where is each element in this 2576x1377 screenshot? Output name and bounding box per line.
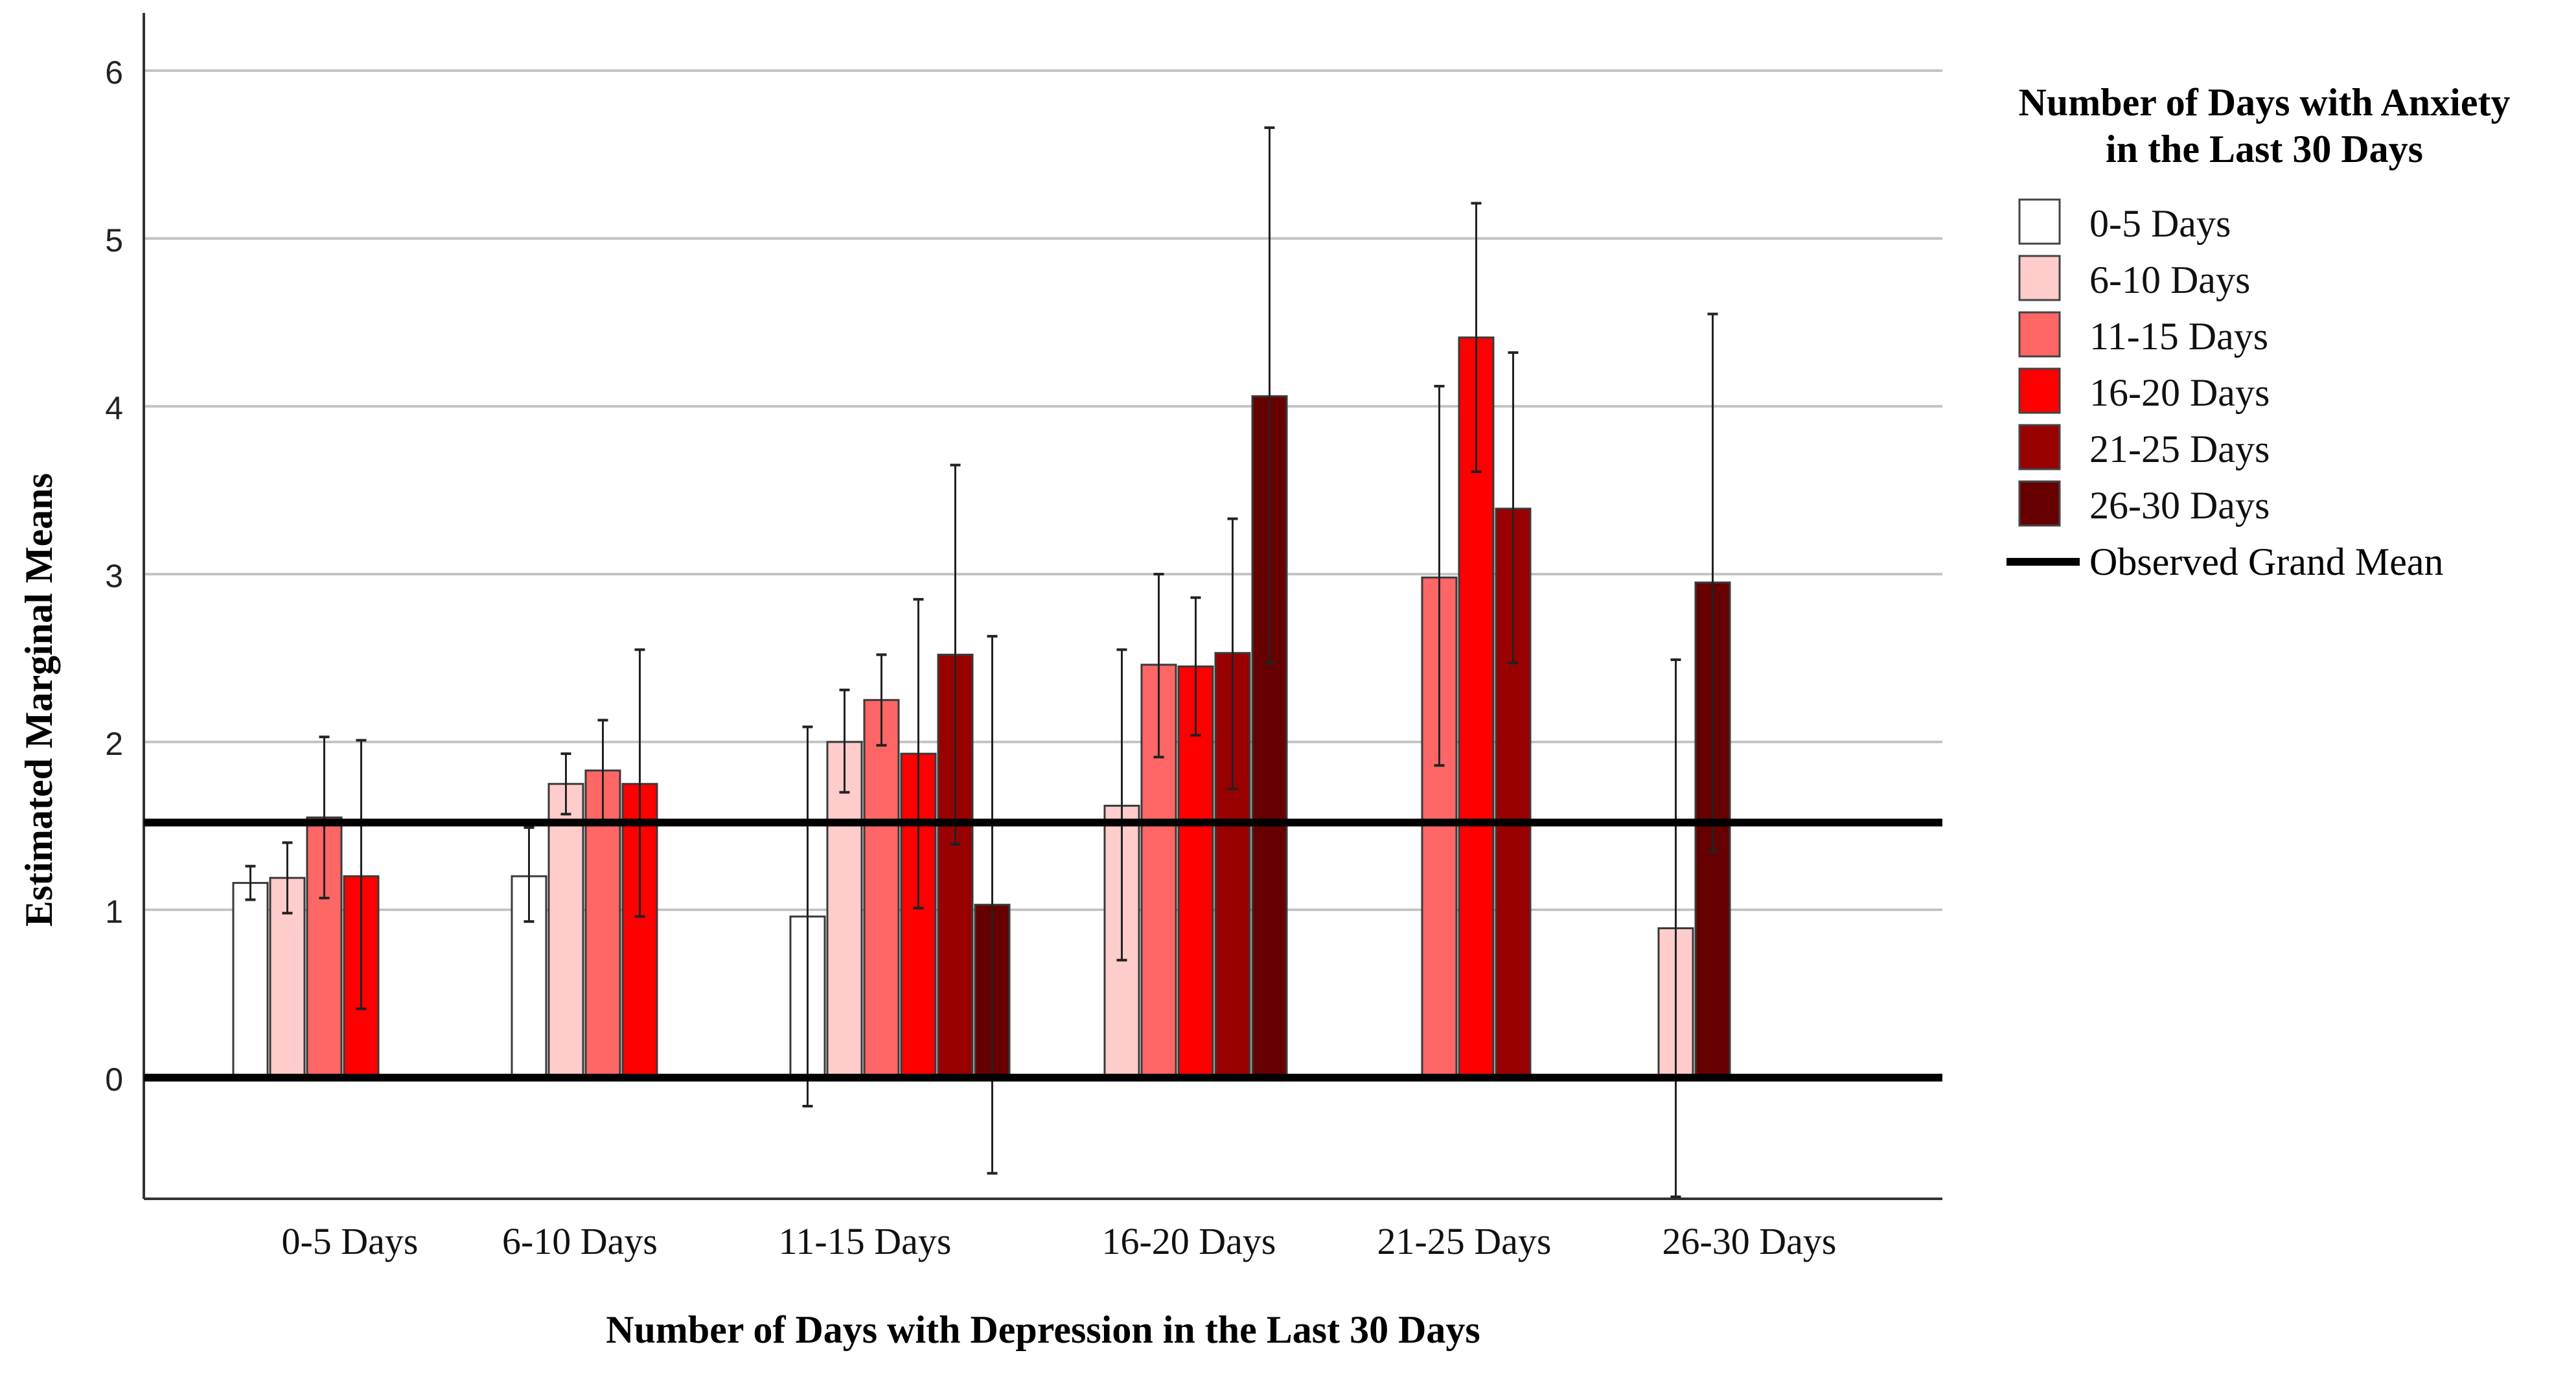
x-tick-label: 0-5 Days xyxy=(281,1220,418,1262)
legend-swatch xyxy=(2018,255,2061,301)
y-tick-label: 4 xyxy=(105,390,123,426)
legend: Number of Days with Anxiety in the Last … xyxy=(2007,81,2510,583)
legend-swatch xyxy=(2018,367,2061,414)
legend-swatch xyxy=(2018,480,2061,527)
y-tick-label: 2 xyxy=(105,726,123,762)
y-tick-label: 1 xyxy=(105,894,123,930)
x-axis-title: Number of Days with Depression in the La… xyxy=(606,1308,1480,1351)
legend-label: 6-10 Days xyxy=(2089,259,2250,301)
y-axis-title: Estimated Marginal Means xyxy=(17,473,60,927)
legend-label: 11-15 Days xyxy=(2089,315,2268,358)
legend-label: 21-25 Days xyxy=(2089,428,2270,470)
legend-label: 0-5 Days xyxy=(2089,202,2231,245)
legend-swatch xyxy=(2018,424,2061,470)
bar xyxy=(826,741,863,1079)
x-tick-labels: 0-5 Days 6-10 Days 11-15 Days 16-20 Days 21-… xyxy=(281,1220,1836,1262)
x-tick-label: 26-30 Days xyxy=(1662,1220,1836,1262)
x-tick-label: 21-25 Days xyxy=(1377,1220,1551,1262)
legend-label: 16-20 Days xyxy=(2089,371,2270,414)
bar xyxy=(547,783,584,1079)
y-tick-label: 6 xyxy=(105,54,123,91)
legend-label: 26-30 Days xyxy=(2089,484,2270,527)
gridlines xyxy=(144,69,1942,911)
legend-swatch xyxy=(2018,198,2061,245)
reference-lines xyxy=(144,818,1942,1082)
legend-items: 0-5 Days 6-10 Days 11-15 Days 16-20 Days 21-… xyxy=(2018,198,2270,527)
bar xyxy=(232,882,269,1079)
legend-swatch xyxy=(2018,311,2061,358)
legend-title-line-1: Number of Days with Anxiety xyxy=(2019,81,2511,124)
legend-grand-mean-label: Observed Grand Mean xyxy=(2089,540,2443,583)
axes xyxy=(143,13,1942,1200)
bars xyxy=(232,336,1731,1079)
bar xyxy=(863,699,900,1079)
x-tick-label: 11-15 Days xyxy=(779,1220,952,1262)
x-tick-label: 6-10 Days xyxy=(502,1220,658,1262)
y-tick-label: 5 xyxy=(105,222,123,259)
x-tick-label: 16-20 Days xyxy=(1101,1220,1276,1262)
y-tick-labels: 6 5 4 3 2 1 0 xyxy=(105,54,123,1098)
y-tick-label: 3 xyxy=(105,558,123,594)
y-tick-label: 0 xyxy=(105,1061,123,1098)
legend-title-line-2: in the Last 30 Days xyxy=(2106,128,2423,170)
